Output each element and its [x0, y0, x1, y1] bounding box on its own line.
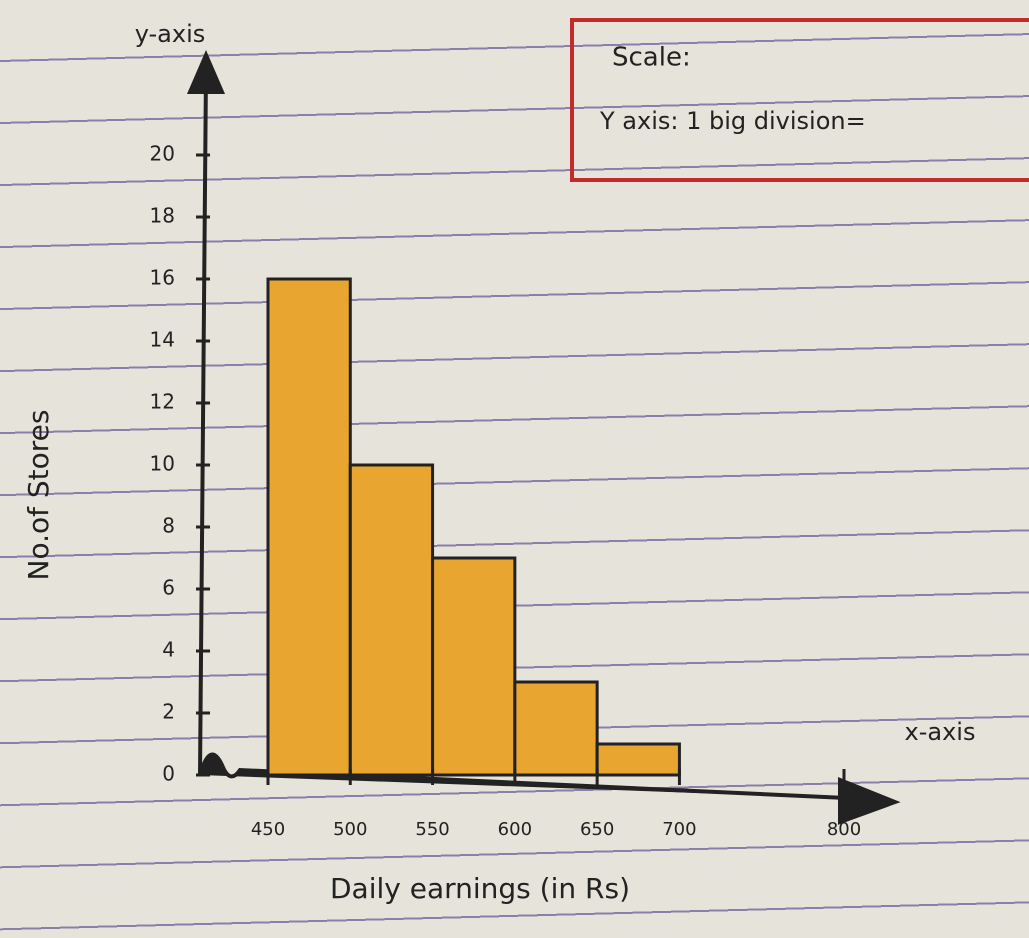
- scale-box: [570, 18, 1029, 182]
- x-tick-label: 700: [662, 819, 696, 840]
- y-tick-label: 16: [150, 266, 175, 290]
- bar: [431, 556, 517, 777]
- bar: [595, 742, 681, 777]
- x-tick-label: 650: [580, 819, 614, 840]
- y-tick-label: 4: [162, 638, 175, 662]
- y-tick-label: 2: [162, 700, 175, 724]
- y-tick-label: 6: [162, 576, 175, 600]
- y-label: No.of Stores: [22, 410, 55, 581]
- x-axis: [198, 752, 901, 825]
- y-axis: [186, 49, 226, 776]
- scale-title: Scale:: [612, 43, 691, 73]
- y-tick-label: 20: [150, 142, 175, 166]
- y-axis-title: y-axis: [135, 20, 206, 48]
- x-tick-label: 800: [827, 819, 861, 840]
- scale-text: Y axis: 1 big division=: [599, 107, 866, 135]
- y-tick-label: 18: [150, 204, 175, 228]
- x-tick-label: 600: [498, 819, 532, 840]
- x-label: Daily earnings (in Rs): [330, 872, 630, 905]
- bar: [513, 680, 599, 777]
- x-tick-label: 450: [251, 819, 285, 840]
- bar: [348, 463, 435, 777]
- bar: [266, 277, 352, 777]
- y-tick-label: 0: [162, 762, 175, 786]
- x-tick-label: 550: [415, 819, 449, 840]
- y-tick-label: 12: [150, 390, 175, 414]
- y-tick-label: 8: [162, 514, 175, 538]
- x-axis-title: x-axis: [905, 718, 976, 746]
- y-tick-label: 10: [150, 452, 175, 476]
- y-tick-label: 14: [150, 328, 175, 352]
- x-tick-label: 500: [333, 819, 367, 840]
